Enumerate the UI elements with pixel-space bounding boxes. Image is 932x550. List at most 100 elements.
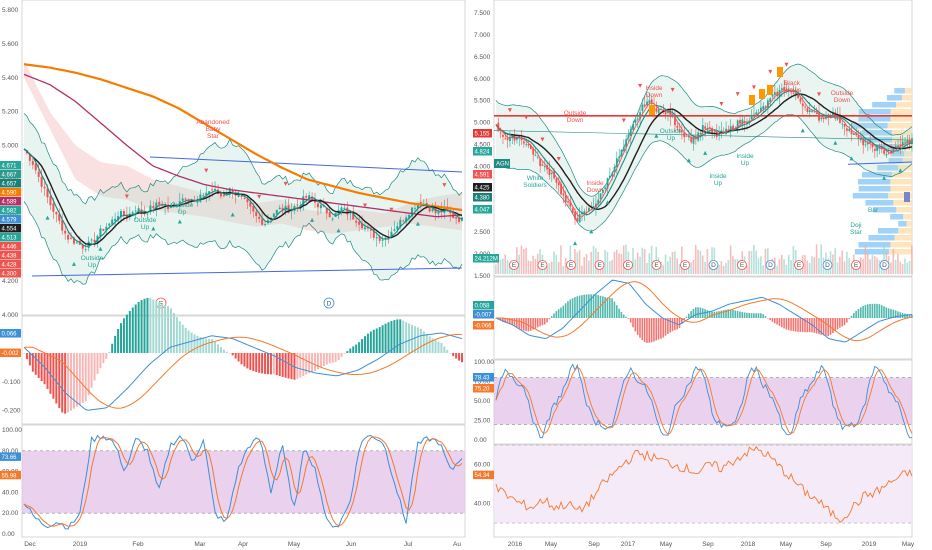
macd-histogram-bar: [908, 314, 911, 318]
macd-histogram-bar: [284, 353, 287, 378]
candle-body: [272, 213, 275, 217]
candle-body: [704, 126, 707, 129]
earnings-event-marker: [794, 260, 804, 270]
volume-bar: [836, 262, 839, 274]
price-axis-label: 5.800: [2, 7, 19, 14]
volume-bar: [592, 245, 595, 274]
volume-bar: [901, 264, 904, 274]
bollinger-lower: [23, 201, 463, 285]
macd-histogram-bar: [534, 318, 537, 329]
volume-bar: [509, 262, 511, 274]
candle-body: [152, 206, 155, 209]
candle-body: [175, 204, 178, 206]
candle-body: [411, 207, 414, 217]
macd-histogram-bar: [387, 322, 390, 353]
candle-body: [883, 150, 886, 154]
candle-body: [249, 202, 252, 207]
macd-histogram-bar: [746, 312, 748, 318]
price-tag: [0, 170, 21, 179]
stoch-tag-label: 78.43: [475, 376, 491, 382]
candle-body: [264, 224, 267, 225]
volume-bar: [662, 265, 665, 274]
macd-histogram-bar: [172, 312, 175, 353]
macd-histogram-bar: [801, 318, 804, 333]
moving-average-black: [23, 148, 463, 246]
candle-body: [399, 219, 402, 228]
macd-histogram-bar: [732, 309, 734, 318]
candle-body: [363, 227, 366, 230]
candle-body: [34, 163, 37, 171]
candle-body: [278, 207, 281, 210]
candle-body: [608, 175, 611, 178]
bollinger-band-fill: [24, 113, 462, 285]
volume-bar: [762, 265, 764, 274]
pattern-marker: [719, 101, 724, 106]
candle-body: [408, 214, 411, 218]
rsi-line: [495, 445, 913, 523]
candle-body: [894, 146, 897, 148]
candle-body: [228, 188, 231, 195]
volume-bar: [843, 261, 846, 274]
pattern-marker: [415, 221, 420, 226]
rsi-axis-label: 40.00: [474, 501, 491, 508]
macd-histogram-bar: [352, 346, 355, 353]
macd-histogram-bar: [848, 318, 850, 320]
macd-histogram-bar: [878, 304, 881, 318]
pattern-marker: [621, 118, 626, 123]
candle-body: [878, 147, 881, 148]
macd-histogram-bar: [690, 311, 692, 318]
candle-body: [697, 132, 700, 141]
earnings-event-marker: [623, 260, 633, 270]
candle-body: [149, 205, 152, 213]
candle-body: [431, 208, 434, 212]
macd-histogram-bar: [787, 318, 790, 331]
volume-bar: [813, 257, 816, 274]
x-axis-label: Sep: [820, 541, 832, 548]
volume-bar: [760, 256, 762, 274]
candle-pattern-label: Baby: [206, 126, 222, 133]
stochastic-band: [22, 450, 465, 514]
macd-tag: [473, 321, 494, 330]
candle-body: [178, 201, 181, 205]
volume-bar: [850, 263, 853, 274]
volume-bar: [748, 250, 751, 274]
moving-average-teal: [495, 90, 913, 216]
candle-body: [569, 201, 572, 207]
volume-bar: [604, 249, 606, 274]
macd-histogram-bar: [757, 313, 760, 318]
macd-histogram-bar: [620, 311, 623, 318]
x-axis-label: Au: [453, 541, 461, 548]
macd-histogram-bar: [117, 329, 120, 353]
volume-bar: [585, 253, 588, 274]
candle-body: [762, 106, 765, 110]
candle-pattern-label: Inside: [586, 180, 604, 187]
macd-histogram-bar: [193, 334, 196, 353]
macd-histogram-bar: [792, 318, 795, 332]
macd-histogram-bar: [536, 318, 539, 328]
price-tag: [0, 242, 21, 251]
price-axis-label: 4.000: [2, 312, 19, 319]
macd-histogram-bar: [797, 318, 799, 332]
candle-body: [811, 110, 813, 112]
candle-body: [574, 211, 576, 220]
volume-bar: [527, 260, 530, 274]
candle-pattern-label: Inside: [736, 153, 754, 160]
macd-histogram-bar: [287, 353, 290, 379]
candle-body: [901, 141, 904, 146]
x-axis-label: Feb: [132, 541, 144, 548]
volume-bar: [776, 265, 778, 274]
stoch-tag: [473, 373, 494, 382]
volume-bar: [708, 263, 711, 274]
macd-histogram-bar: [769, 318, 771, 321]
volume-bar: [783, 259, 785, 274]
moving-average-orange: [23, 63, 463, 211]
volume-profile-bar: [890, 186, 912, 192]
volume-profile-bar: [898, 165, 912, 171]
macd-histogram-bar: [152, 299, 155, 353]
macd-histogram-bar: [134, 304, 137, 353]
macd-histogram-bar: [727, 309, 730, 318]
pattern-box: [649, 105, 655, 115]
volume-bar: [562, 265, 565, 274]
candle-body: [613, 166, 616, 172]
candle-body: [72, 237, 75, 244]
